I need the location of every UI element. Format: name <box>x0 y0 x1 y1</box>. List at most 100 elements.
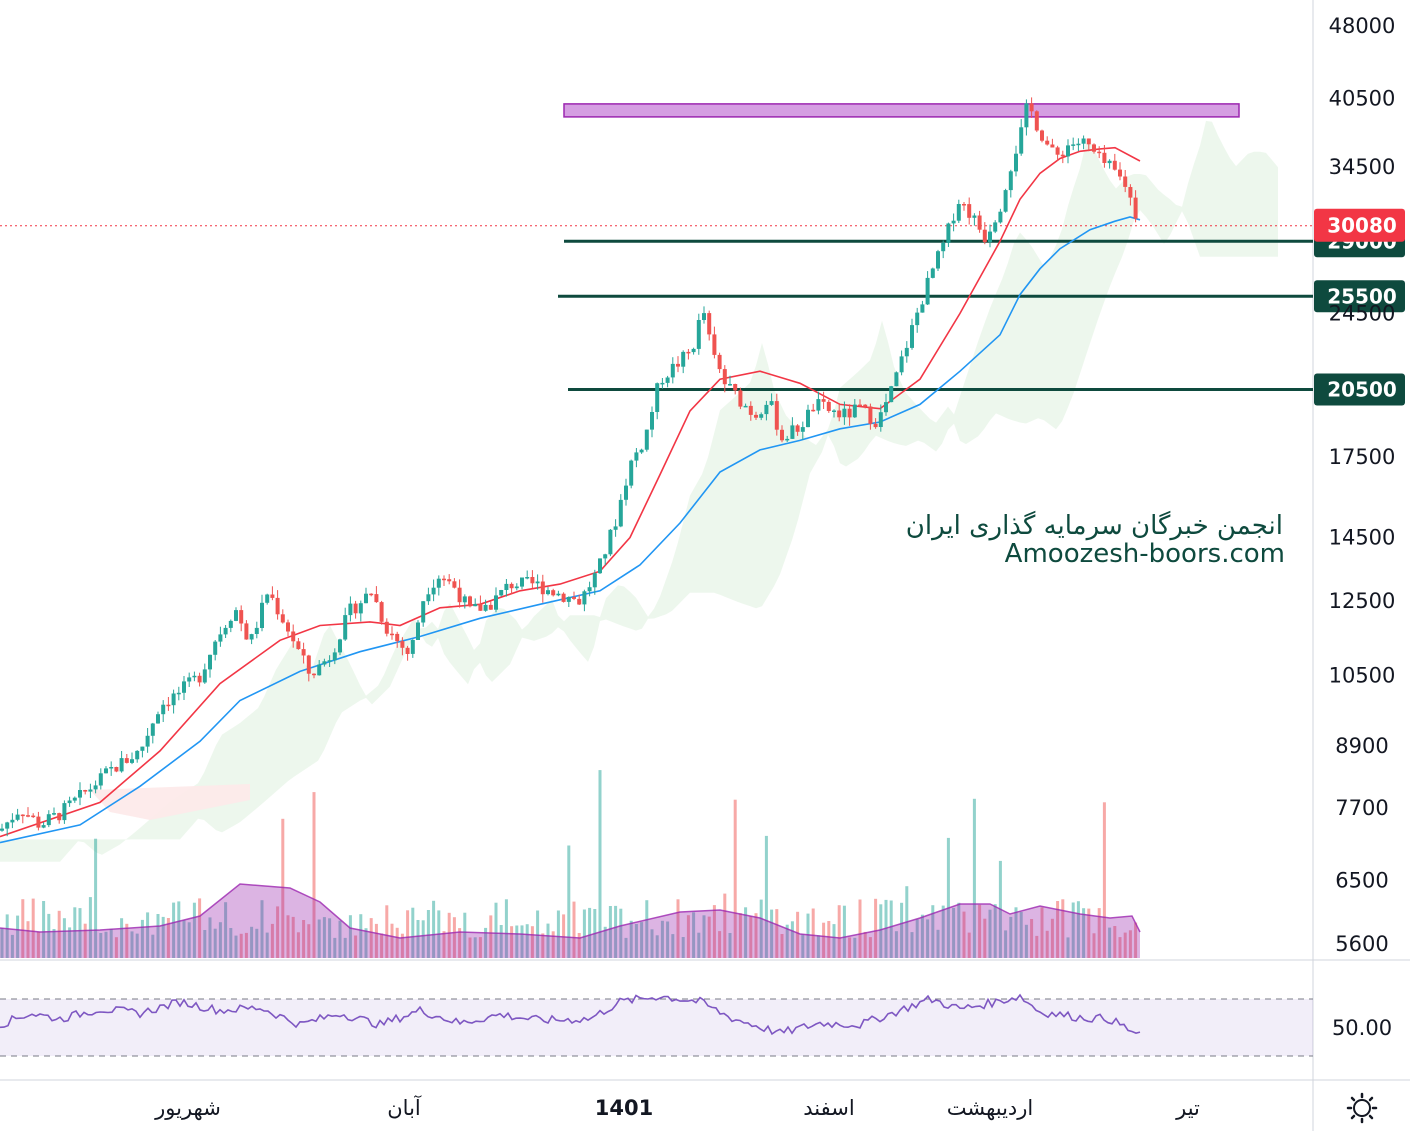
volume-bar <box>1066 937 1070 958</box>
candle-body <box>915 312 920 326</box>
candle-body <box>494 595 498 610</box>
volume-bar <box>16 915 20 958</box>
volume-bar <box>556 910 560 958</box>
candle-body <box>46 814 51 826</box>
candle-body <box>249 634 254 640</box>
volume-bar <box>1118 937 1122 958</box>
candle-body <box>790 425 795 439</box>
candle-body <box>447 579 452 582</box>
candle-body <box>618 499 623 527</box>
volume-bar <box>307 924 311 958</box>
candle-body <box>260 602 264 628</box>
candle-body <box>36 816 41 828</box>
candle-body <box>57 813 62 821</box>
volume-ma-line <box>0 883 1141 939</box>
candle-body <box>20 814 25 817</box>
volume-bar <box>728 933 732 958</box>
candle-body <box>140 746 145 751</box>
volume-bar <box>936 929 940 958</box>
volume-bar <box>260 900 264 958</box>
candle-body <box>5 822 10 829</box>
volume-bar <box>1092 933 1096 958</box>
volume-bar <box>822 922 826 958</box>
resistance-zone[interactable] <box>563 103 1240 118</box>
candle-body <box>0 828 4 831</box>
volume-bar <box>692 912 696 958</box>
volume-bar <box>749 916 753 958</box>
candle-body <box>270 594 275 598</box>
candle-body <box>317 664 322 676</box>
volume-bar <box>697 932 701 958</box>
candle-body <box>821 399 826 402</box>
volume-bar <box>946 837 950 958</box>
candle-body <box>10 819 15 823</box>
candle-body <box>665 377 670 383</box>
volume-bar <box>83 923 87 958</box>
candle-body <box>369 593 374 596</box>
gear-icon[interactable] <box>1346 1092 1378 1124</box>
candle-body <box>462 596 467 603</box>
candle-body <box>540 581 545 595</box>
candle-body <box>156 714 160 724</box>
volume-bar <box>94 838 98 958</box>
candle-body <box>780 429 784 441</box>
candle-body <box>124 758 129 763</box>
volume-bar <box>499 925 503 958</box>
volume-bar <box>463 912 467 958</box>
candle-body <box>1107 160 1112 164</box>
volume-bar <box>109 928 113 958</box>
volume-bar <box>718 931 722 958</box>
volume-bar <box>270 923 274 958</box>
volume-bar <box>166 918 170 958</box>
volume-bar <box>1014 907 1018 958</box>
volume-bar <box>468 937 472 958</box>
volume-bar <box>858 899 862 958</box>
volume-bar <box>868 937 872 958</box>
volume-bar <box>1123 932 1127 958</box>
price-axis[interactable]: 48000 40500 34500 24500 17500 14500 12500 10500… <box>1329 14 1396 956</box>
candle-body <box>925 277 930 305</box>
candle-body <box>1045 140 1050 145</box>
candle-body <box>551 590 556 596</box>
volume-bar <box>588 907 592 958</box>
candle-body <box>150 723 155 736</box>
candle-body <box>1092 144 1096 152</box>
volume-bar <box>489 915 493 958</box>
volume-bar <box>182 920 186 958</box>
volume-bar <box>608 906 612 958</box>
candle-body <box>988 231 992 243</box>
candle-body <box>98 773 103 786</box>
volume-bar <box>504 899 508 958</box>
volume-bar <box>770 909 774 958</box>
candle-body <box>176 692 181 695</box>
volume-bar <box>894 931 898 958</box>
volume-bar <box>374 923 378 958</box>
candle-body <box>52 813 56 815</box>
candle-body <box>348 603 353 616</box>
volume-ma-area <box>0 884 1140 958</box>
candle-body <box>629 460 634 486</box>
volume-bar <box>1050 918 1054 958</box>
candle-body <box>696 320 701 349</box>
volume-bar <box>452 917 456 958</box>
candle-body <box>769 401 774 405</box>
candle-body <box>634 452 639 461</box>
candle-body <box>410 640 415 654</box>
candle-body <box>613 526 618 530</box>
candle-body <box>275 597 280 615</box>
time-axis[interactable]: شهریور آبان 1401 اسفند اردیبهشت تیر <box>154 1095 1200 1120</box>
volume-bar <box>874 898 878 958</box>
candle-body <box>676 363 680 367</box>
candle-body <box>681 351 686 367</box>
candle-body <box>301 649 306 656</box>
candle-body <box>858 404 862 407</box>
level-tag-25500 <box>1314 280 1405 313</box>
candle-body <box>998 211 1003 223</box>
volume-bar <box>879 904 883 958</box>
candle-body <box>670 363 675 378</box>
volume-bar <box>1061 899 1065 958</box>
volume-bar <box>390 923 394 958</box>
candle-body <box>728 384 732 386</box>
candle-body <box>514 586 519 589</box>
